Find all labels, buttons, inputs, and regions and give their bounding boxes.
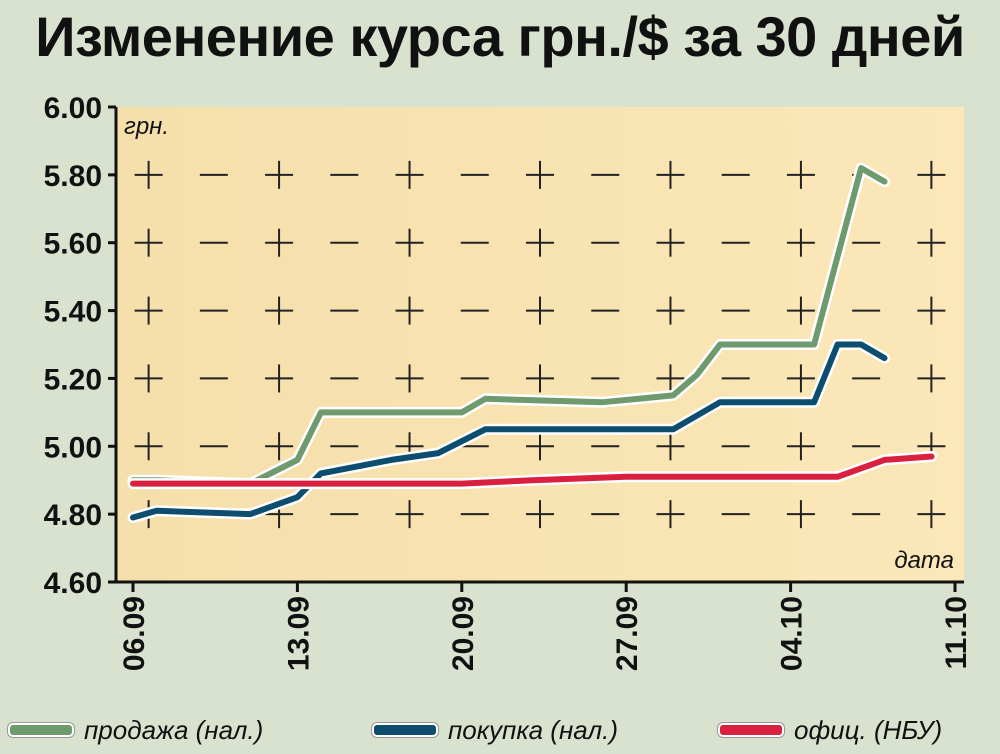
x-tick-label: 13.09 bbox=[282, 596, 315, 671]
y-tick-label: 4.80 bbox=[44, 499, 102, 532]
x-tick-label: 20.09 bbox=[447, 596, 480, 671]
legend-item-prodazha: продажа (нал.) bbox=[8, 710, 263, 750]
y-axis-label: грн. bbox=[124, 113, 169, 140]
series-line-2 bbox=[130, 453, 935, 487]
chart-title: Изменение курса грн./$ за 30 дней bbox=[35, 5, 965, 68]
series-lines bbox=[127, 162, 937, 523]
x-tick-label: 27.09 bbox=[611, 596, 644, 671]
legend-label-prodazha: продажа (нал.) bbox=[84, 714, 264, 745]
y-tick-label: 5.40 bbox=[44, 296, 102, 329]
x-tick-label: 06.09 bbox=[118, 596, 151, 671]
y-tick-label: 5.60 bbox=[44, 228, 102, 261]
legend-item-ofic: офиц. (НБУ) bbox=[718, 710, 942, 750]
legend-item-pokupka: покупка (нал.) bbox=[372, 710, 618, 750]
legend: продажа (нал.) покупка (нал.) офиц. (НБУ… bbox=[0, 710, 1000, 750]
y-tick-label: 6.00 bbox=[44, 92, 102, 125]
legend-label-ofic: офиц. (НБУ) bbox=[794, 714, 943, 745]
x-axis-label: дата bbox=[894, 547, 954, 574]
x-tick-label: 11.10 bbox=[940, 596, 973, 669]
y-tick-label: 5.00 bbox=[44, 431, 102, 464]
y-tick-label: 5.20 bbox=[44, 363, 102, 396]
legend-swatch-prodazha bbox=[8, 723, 74, 737]
legend-swatch-pokupka bbox=[372, 723, 438, 737]
y-tick-label: 4.60 bbox=[44, 567, 102, 600]
y-tick-label: 5.80 bbox=[44, 160, 102, 193]
grid bbox=[134, 160, 946, 529]
series-line-0 bbox=[130, 165, 888, 487]
legend-swatch-ofic bbox=[718, 723, 784, 737]
legend-label-pokupka: покупка (нал.) bbox=[448, 714, 618, 745]
x-tick-label: 04.10 bbox=[776, 596, 809, 671]
series-line-1 bbox=[130, 341, 888, 521]
